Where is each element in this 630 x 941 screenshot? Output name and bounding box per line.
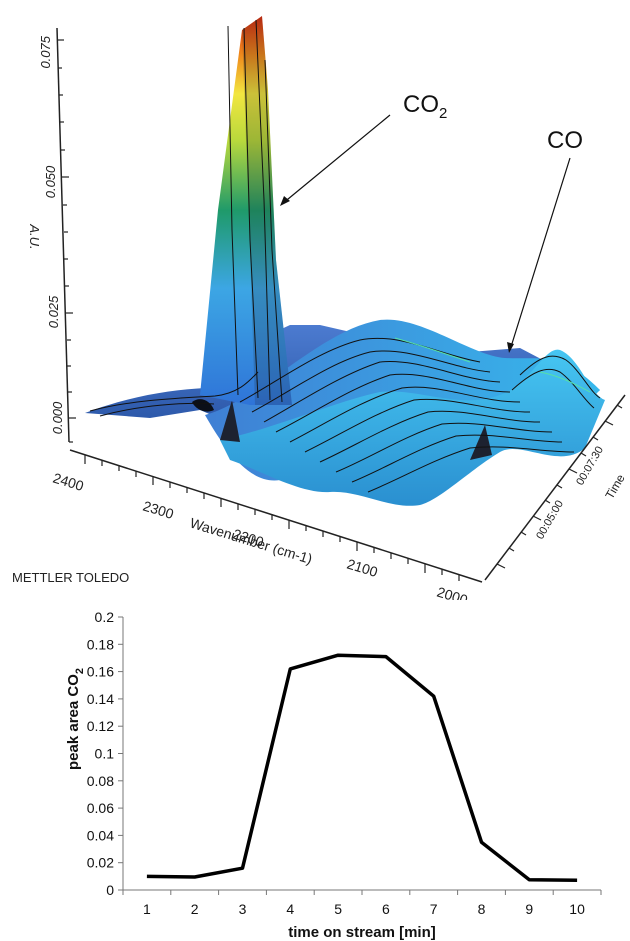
y-tick-label: 0.1 — [95, 746, 115, 762]
x-tick-label: 10 — [569, 901, 585, 917]
x-tick-label: 1 — [143, 901, 151, 917]
y-tick-label: 0 — [106, 882, 114, 898]
annotation-arrowhead-co — [507, 342, 514, 353]
surface-shadow — [192, 399, 214, 412]
x-axis-label: time on stream [min] — [288, 924, 436, 941]
annotation-co2-main: CO — [403, 91, 439, 118]
x-tick-label: 5 — [334, 901, 342, 917]
surface-front — [220, 349, 605, 506]
x-axis — [69, 449, 483, 583]
x-tick-label: 2000 — [435, 584, 470, 600]
x-tick-label: 6 — [382, 901, 390, 917]
surface-shadow — [470, 425, 492, 460]
y-axis-label: A.U. — [27, 223, 42, 249]
x-axis-ticks — [84, 455, 460, 581]
y-tick-label: 0.08 — [87, 773, 114, 789]
annotation-arrowhead-co2 — [280, 196, 290, 206]
co2-peak-shade — [242, 16, 292, 405]
annotation-co: CO — [547, 127, 583, 154]
x-tick-label: 2400 — [51, 470, 86, 494]
surface-shadow — [220, 400, 240, 442]
z-tick-label: 00:05:00 — [534, 498, 566, 541]
co2-peak — [200, 16, 292, 405]
y-tick-label: 0.18 — [87, 636, 114, 652]
x-tick-label: 8 — [478, 901, 486, 917]
annotation-co2-subscript: 2 — [439, 105, 447, 122]
series-line — [146, 653, 578, 882]
y-tick-label: 0.075 — [38, 35, 53, 68]
brand-label: METTLER TOLEDO — [12, 570, 129, 585]
x-tick-label: 4 — [286, 901, 294, 917]
x-tick-label: 3 — [239, 901, 247, 917]
y-tick-label: 0.14 — [87, 691, 114, 707]
y-tick-label: 0.2 — [95, 609, 115, 625]
co2-peak-area-line-chart: 00.020.040.060.080.10.120.140.160.180.2 … — [65, 609, 602, 941]
contour-lines — [89, 19, 601, 493]
annotation-arrow-co — [509, 157, 571, 351]
annotation-co2: CO2 — [403, 91, 447, 122]
plot-axes — [122, 617, 601, 891]
y-axis-label-main: peak area CO — [65, 674, 82, 770]
y-axis — [56, 27, 70, 443]
x-ticks: 1 2 3 4 5 6 7 8 9 10 — [122, 890, 602, 917]
x-tick-label: 9 — [525, 901, 533, 917]
y-tick-label: 0.02 — [87, 855, 114, 871]
y-tick-label: 0.025 — [46, 295, 61, 328]
y-axis-label-subscript: 2 — [74, 668, 86, 674]
y-axis-ticks — [57, 39, 76, 443]
y-tick-label: 0.12 — [87, 718, 114, 734]
x-tick-label: 7 — [430, 901, 438, 917]
y-axis-label: peak area CO2 — [65, 668, 86, 770]
x-tick-label: 2100 — [345, 556, 380, 580]
ir-3d-surface-chart: 0.075 0.050 0.025 0.000 A.U. 2400 2300 2… — [12, 16, 628, 600]
y-tick-label: 0.050 — [43, 165, 58, 198]
z-axis-label: Time — [602, 472, 627, 502]
contour-highlight — [394, 337, 591, 393]
x-tick-label: 2 — [191, 901, 199, 917]
y-tick-label: 0.04 — [87, 827, 114, 843]
y-tick-label: 0.06 — [87, 800, 114, 816]
y-tick-label: 0.16 — [87, 664, 114, 680]
y-tick-label: 0.000 — [50, 401, 65, 434]
z-axis — [484, 394, 626, 581]
annotation-arrow-co2 — [281, 114, 391, 205]
y-ticks: 0 0.02 0.04 0.06 0.08 0.1 0.12 0.14 0.16 0.18 0.2 — [87, 609, 123, 898]
z-axis-ticks — [496, 404, 623, 569]
x-tick-label: 2300 — [141, 498, 176, 522]
